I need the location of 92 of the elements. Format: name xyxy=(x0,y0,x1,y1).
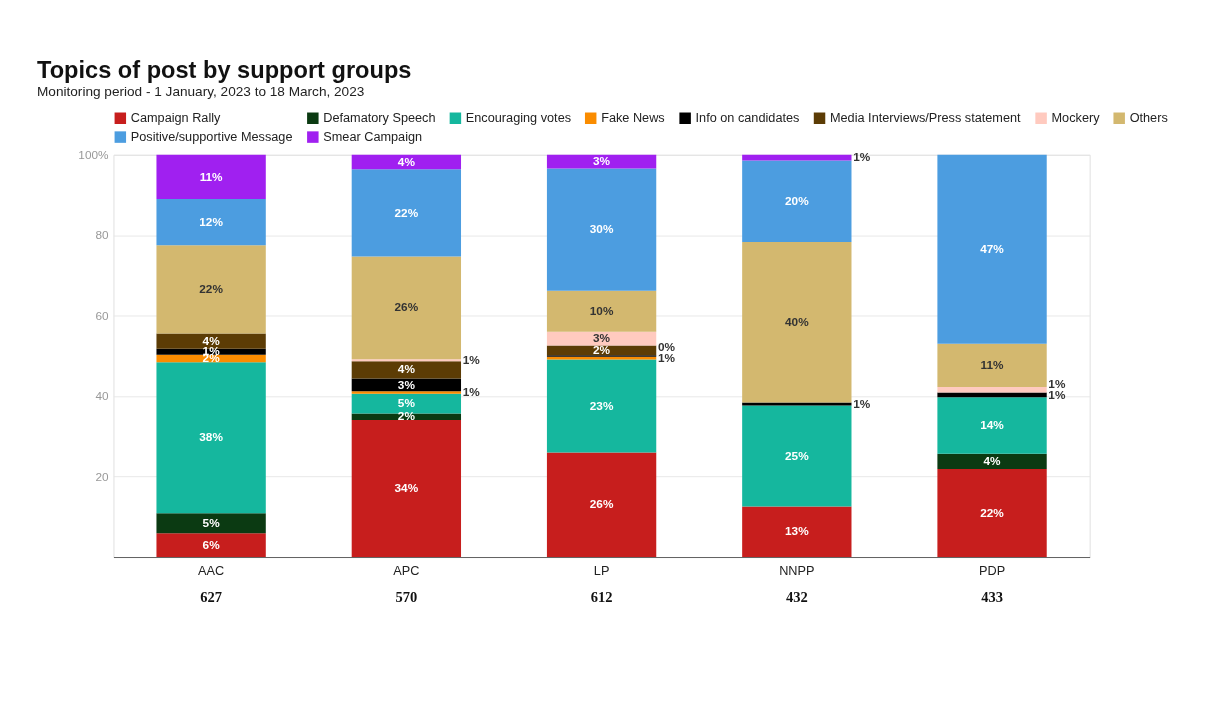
bar xyxy=(937,154,1047,344)
bar xyxy=(742,242,852,403)
legend-label: Encouraging votes xyxy=(465,109,572,125)
bar xyxy=(742,506,852,558)
bar xyxy=(156,513,266,534)
bar xyxy=(937,386,1047,393)
data-label: 5% xyxy=(397,396,416,411)
bar xyxy=(937,468,1047,558)
bar xyxy=(351,393,462,414)
data-label: 1% xyxy=(853,396,871,411)
legend-label: Fake News xyxy=(601,109,665,125)
bar xyxy=(546,168,657,291)
data-label: 11% xyxy=(199,169,224,184)
text: 570 xyxy=(395,588,418,605)
bar xyxy=(156,533,266,558)
x-tick-label: APC xyxy=(393,562,420,578)
data-label: 3% xyxy=(593,154,611,169)
bar xyxy=(156,333,266,349)
data-label: 25% xyxy=(785,448,810,463)
data-label: 11% xyxy=(980,358,1005,373)
chart-subtitle: Monitoring period - 1 January, 2023 to 18 March, 2023 xyxy=(37,83,365,99)
data-label: 23% xyxy=(589,398,614,413)
data-label: 30% xyxy=(589,222,614,237)
legend-label: Defamatory Speech xyxy=(323,109,436,125)
bar xyxy=(351,378,462,392)
data-label: 26% xyxy=(394,300,419,315)
data-label: 1% xyxy=(462,385,481,400)
bar xyxy=(351,154,462,170)
data-label: 22% xyxy=(394,205,419,220)
bar xyxy=(546,452,657,558)
bar xyxy=(937,343,1047,387)
x-tick-label: PDP xyxy=(979,562,1006,578)
bar xyxy=(351,413,462,420)
legend-label: Positive/supportive Message xyxy=(130,128,293,144)
data-label: 1% xyxy=(462,352,481,367)
bar xyxy=(937,397,1047,454)
bar xyxy=(546,345,657,356)
data-label: 40% xyxy=(785,314,810,329)
bar xyxy=(156,199,266,246)
y-tick-label: 40 xyxy=(95,389,109,404)
x-tick-label: AAC xyxy=(198,562,225,578)
bar xyxy=(546,290,657,332)
legend-label: Campaign Rally xyxy=(130,109,222,125)
bar xyxy=(351,361,462,379)
data-label: 4% xyxy=(202,333,221,348)
data-label: 47% xyxy=(980,241,1005,256)
y-tick-label: 80 xyxy=(95,228,109,243)
bar xyxy=(742,405,852,507)
bar xyxy=(351,169,462,257)
bar xyxy=(156,245,266,334)
data-label: 6% xyxy=(202,537,221,552)
data-label: 4% xyxy=(397,154,416,169)
bar xyxy=(546,359,657,453)
bar xyxy=(351,256,462,360)
data-label: 12% xyxy=(199,214,224,229)
bar xyxy=(351,419,462,558)
bar xyxy=(156,362,266,514)
data-label: 38% xyxy=(199,430,224,445)
bar xyxy=(937,453,1047,469)
data-label: 20% xyxy=(785,193,810,208)
bar xyxy=(156,154,266,200)
x-tick-label: NNPP xyxy=(779,562,815,578)
y-tick-label: 60 xyxy=(95,308,109,323)
data-label: 3% xyxy=(397,377,416,392)
bar xyxy=(351,359,462,362)
legend-label: Media Interviews/Press statement xyxy=(829,109,1022,125)
legend-label: Mockery xyxy=(1051,109,1101,125)
bar xyxy=(351,391,462,394)
y-tick-label: 20 xyxy=(95,469,109,484)
legend-label: Smear Campaign xyxy=(323,128,423,144)
legend-label: Info on candidates xyxy=(695,109,800,125)
data-label: 26% xyxy=(589,497,614,512)
data-label: 34% xyxy=(394,481,419,496)
data-label: 10% xyxy=(589,303,614,318)
legend-label: Others xyxy=(1129,109,1168,125)
data-label: 14% xyxy=(980,418,1005,433)
data-label: 5% xyxy=(202,515,221,530)
data-label: 22% xyxy=(980,505,1005,520)
data-label: 4% xyxy=(983,453,1002,468)
text: 612 xyxy=(590,588,613,605)
data-label: 1% xyxy=(853,150,871,165)
y-tick-label: 100% xyxy=(78,147,110,162)
chart-title: Topics of post by support groups xyxy=(37,56,412,83)
data-label: 2% xyxy=(397,409,416,424)
text: 627 xyxy=(200,588,223,605)
text: 432 xyxy=(785,588,808,605)
data-label: 4% xyxy=(397,362,416,377)
data-label: 22% xyxy=(199,281,224,296)
text: 433 xyxy=(981,588,1003,605)
bar xyxy=(742,160,852,243)
data-label: 13% xyxy=(785,524,810,539)
x-tick-label: LP xyxy=(593,562,610,578)
